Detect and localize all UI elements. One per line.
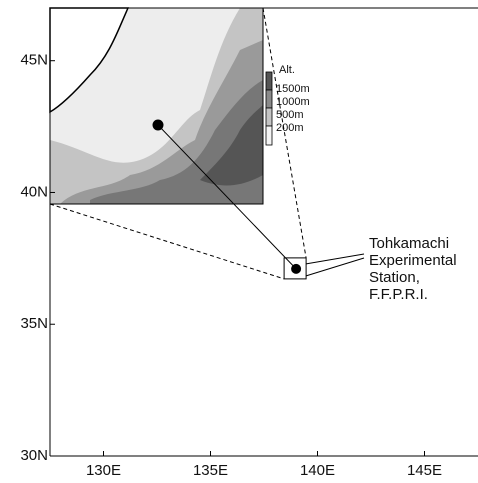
station xyxy=(291,264,301,274)
map: Alt. 1500m 1000m 500m 200m 130E 135E 140E 1… xyxy=(0,0,478,483)
legend-label: 1500m xyxy=(276,83,310,95)
station-label: Experimental xyxy=(369,252,457,269)
y-tick-label: 35N xyxy=(20,315,48,332)
x-tick-label: 145E xyxy=(407,462,442,479)
label-line xyxy=(306,258,364,276)
x-tick-label: 130E xyxy=(86,462,121,479)
label-line xyxy=(306,254,364,264)
x-tick-label: 140E xyxy=(300,462,335,479)
station-label: F.F.P.R.I. xyxy=(369,286,428,303)
alt-bar xyxy=(266,108,272,126)
legend-title: Alt. xyxy=(279,64,295,76)
station-label: Tohkamachi xyxy=(369,235,449,252)
x-tick-label: 135E xyxy=(193,462,228,479)
alt-bar xyxy=(266,126,272,145)
legend-label: 500m xyxy=(276,109,304,121)
alt-bar xyxy=(266,90,272,108)
y-tick-label: 45N xyxy=(20,52,48,69)
alt-bar xyxy=(266,72,272,90)
y-tick-label: 40N xyxy=(20,183,48,200)
station-label: Station, xyxy=(369,269,420,286)
y-tick-label: 30N xyxy=(20,447,48,464)
legend-label: 200m xyxy=(276,122,304,134)
zoom-line xyxy=(50,204,284,279)
legend-label: 1000m xyxy=(276,96,310,108)
inset-terrain xyxy=(50,8,263,204)
